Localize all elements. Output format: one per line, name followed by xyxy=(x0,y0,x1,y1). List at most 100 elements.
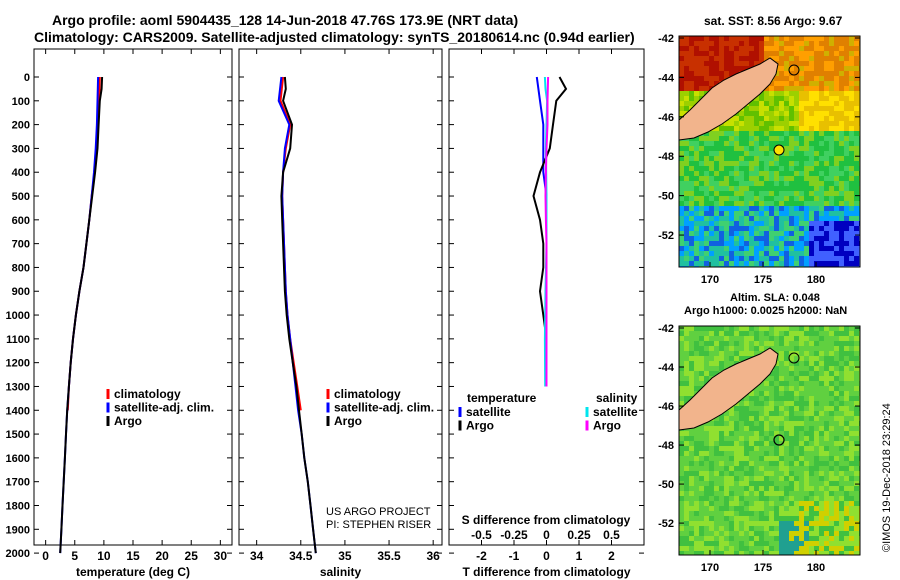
heat-cell xyxy=(734,416,739,421)
heat-cell xyxy=(759,156,764,161)
heat-cell xyxy=(679,191,684,196)
heat-cell xyxy=(799,441,804,446)
heat-cell xyxy=(679,531,684,536)
heat-cell xyxy=(834,421,839,426)
heat-cell xyxy=(784,61,789,66)
heat-cell xyxy=(799,361,804,366)
heat-cell xyxy=(764,91,769,96)
heat-cell xyxy=(719,496,724,501)
heat-cell xyxy=(789,126,794,131)
heat-cell xyxy=(829,346,834,351)
heat-cell xyxy=(694,506,699,511)
heat-cell xyxy=(779,61,784,66)
heat-cell xyxy=(754,171,759,176)
heat-cell xyxy=(794,346,799,351)
heat-cell xyxy=(734,541,739,546)
heat-cell xyxy=(699,56,704,61)
heat-cell xyxy=(844,446,849,451)
heat-cell xyxy=(844,421,849,426)
heat-cell xyxy=(759,106,764,111)
heat-cell xyxy=(724,191,729,196)
heat-cell xyxy=(789,461,794,466)
heat-cell xyxy=(759,181,764,186)
heat-cell xyxy=(839,356,844,361)
heat-cell xyxy=(779,401,784,406)
heat-cell xyxy=(699,501,704,506)
heat-cell xyxy=(709,201,714,206)
heat-cell xyxy=(749,166,754,171)
heat-cell xyxy=(734,461,739,466)
heat-cell xyxy=(829,191,834,196)
heat-cell xyxy=(679,346,684,351)
heat-cell xyxy=(794,151,799,156)
heat-cell xyxy=(809,411,814,416)
heat-cell xyxy=(814,446,819,451)
heat-cell xyxy=(794,531,799,536)
heat-cell xyxy=(779,471,784,476)
heat-cell xyxy=(784,366,789,371)
heat-cell xyxy=(744,451,749,456)
heat-cell xyxy=(729,196,734,201)
heat-cell xyxy=(734,511,739,516)
heat-cell xyxy=(774,386,779,391)
heat-cell xyxy=(724,526,729,531)
heat-cell xyxy=(779,36,784,41)
heat-cell xyxy=(784,146,789,151)
heat-cell xyxy=(849,401,854,406)
heat-cell xyxy=(744,201,749,206)
heat-cell xyxy=(729,216,734,221)
heat-cell xyxy=(839,91,844,96)
heat-cell xyxy=(754,61,759,66)
heat-cell xyxy=(739,346,744,351)
heat-cell xyxy=(699,161,704,166)
heat-cell xyxy=(814,546,819,551)
heat-cell xyxy=(679,76,684,81)
heat-cell xyxy=(759,246,764,251)
heat-cell xyxy=(739,446,744,451)
heat-cell xyxy=(679,481,684,486)
depth-tick-label: 600 xyxy=(12,215,30,227)
heat-cell xyxy=(769,236,774,241)
heat-cell xyxy=(789,371,794,376)
heat-cell xyxy=(749,51,754,56)
heat-cell xyxy=(784,101,789,106)
heat-cell xyxy=(809,336,814,341)
heat-cell xyxy=(709,241,714,246)
heat-cell xyxy=(764,496,769,501)
heat-cell xyxy=(779,376,784,381)
heat-cell xyxy=(854,446,859,451)
heat-cell xyxy=(784,486,789,491)
heat-cell xyxy=(709,426,714,431)
heat-cell xyxy=(804,46,809,51)
heat-cell xyxy=(759,406,764,411)
heat-cell xyxy=(809,221,814,226)
heat-cell xyxy=(724,206,729,211)
heat-cell xyxy=(844,91,849,96)
heat-cell xyxy=(854,391,859,396)
heat-cell xyxy=(739,341,744,346)
heat-cell xyxy=(754,546,759,551)
depth-tick-label: 900 xyxy=(12,286,30,298)
heat-cell xyxy=(774,196,779,201)
heat-cell xyxy=(699,41,704,46)
heat-cell xyxy=(684,326,689,331)
heat-cell xyxy=(739,526,744,531)
heat-cell xyxy=(809,191,814,196)
heat-cell xyxy=(804,191,809,196)
heat-cell xyxy=(724,51,729,56)
heat-cell xyxy=(784,331,789,336)
heat-cell xyxy=(729,141,734,146)
heat-cell xyxy=(849,386,854,391)
heat-cell xyxy=(849,36,854,41)
heat-cell xyxy=(814,231,819,236)
heat-cell xyxy=(794,36,799,41)
heat-cell xyxy=(774,136,779,141)
heat-cell xyxy=(824,396,829,401)
heat-cell xyxy=(824,461,829,466)
heat-cell xyxy=(854,146,859,151)
heat-cell xyxy=(799,181,804,186)
heat-cell xyxy=(779,236,784,241)
heat-cell xyxy=(704,526,709,531)
heat-cell xyxy=(749,491,754,496)
heat-cell xyxy=(814,326,819,331)
